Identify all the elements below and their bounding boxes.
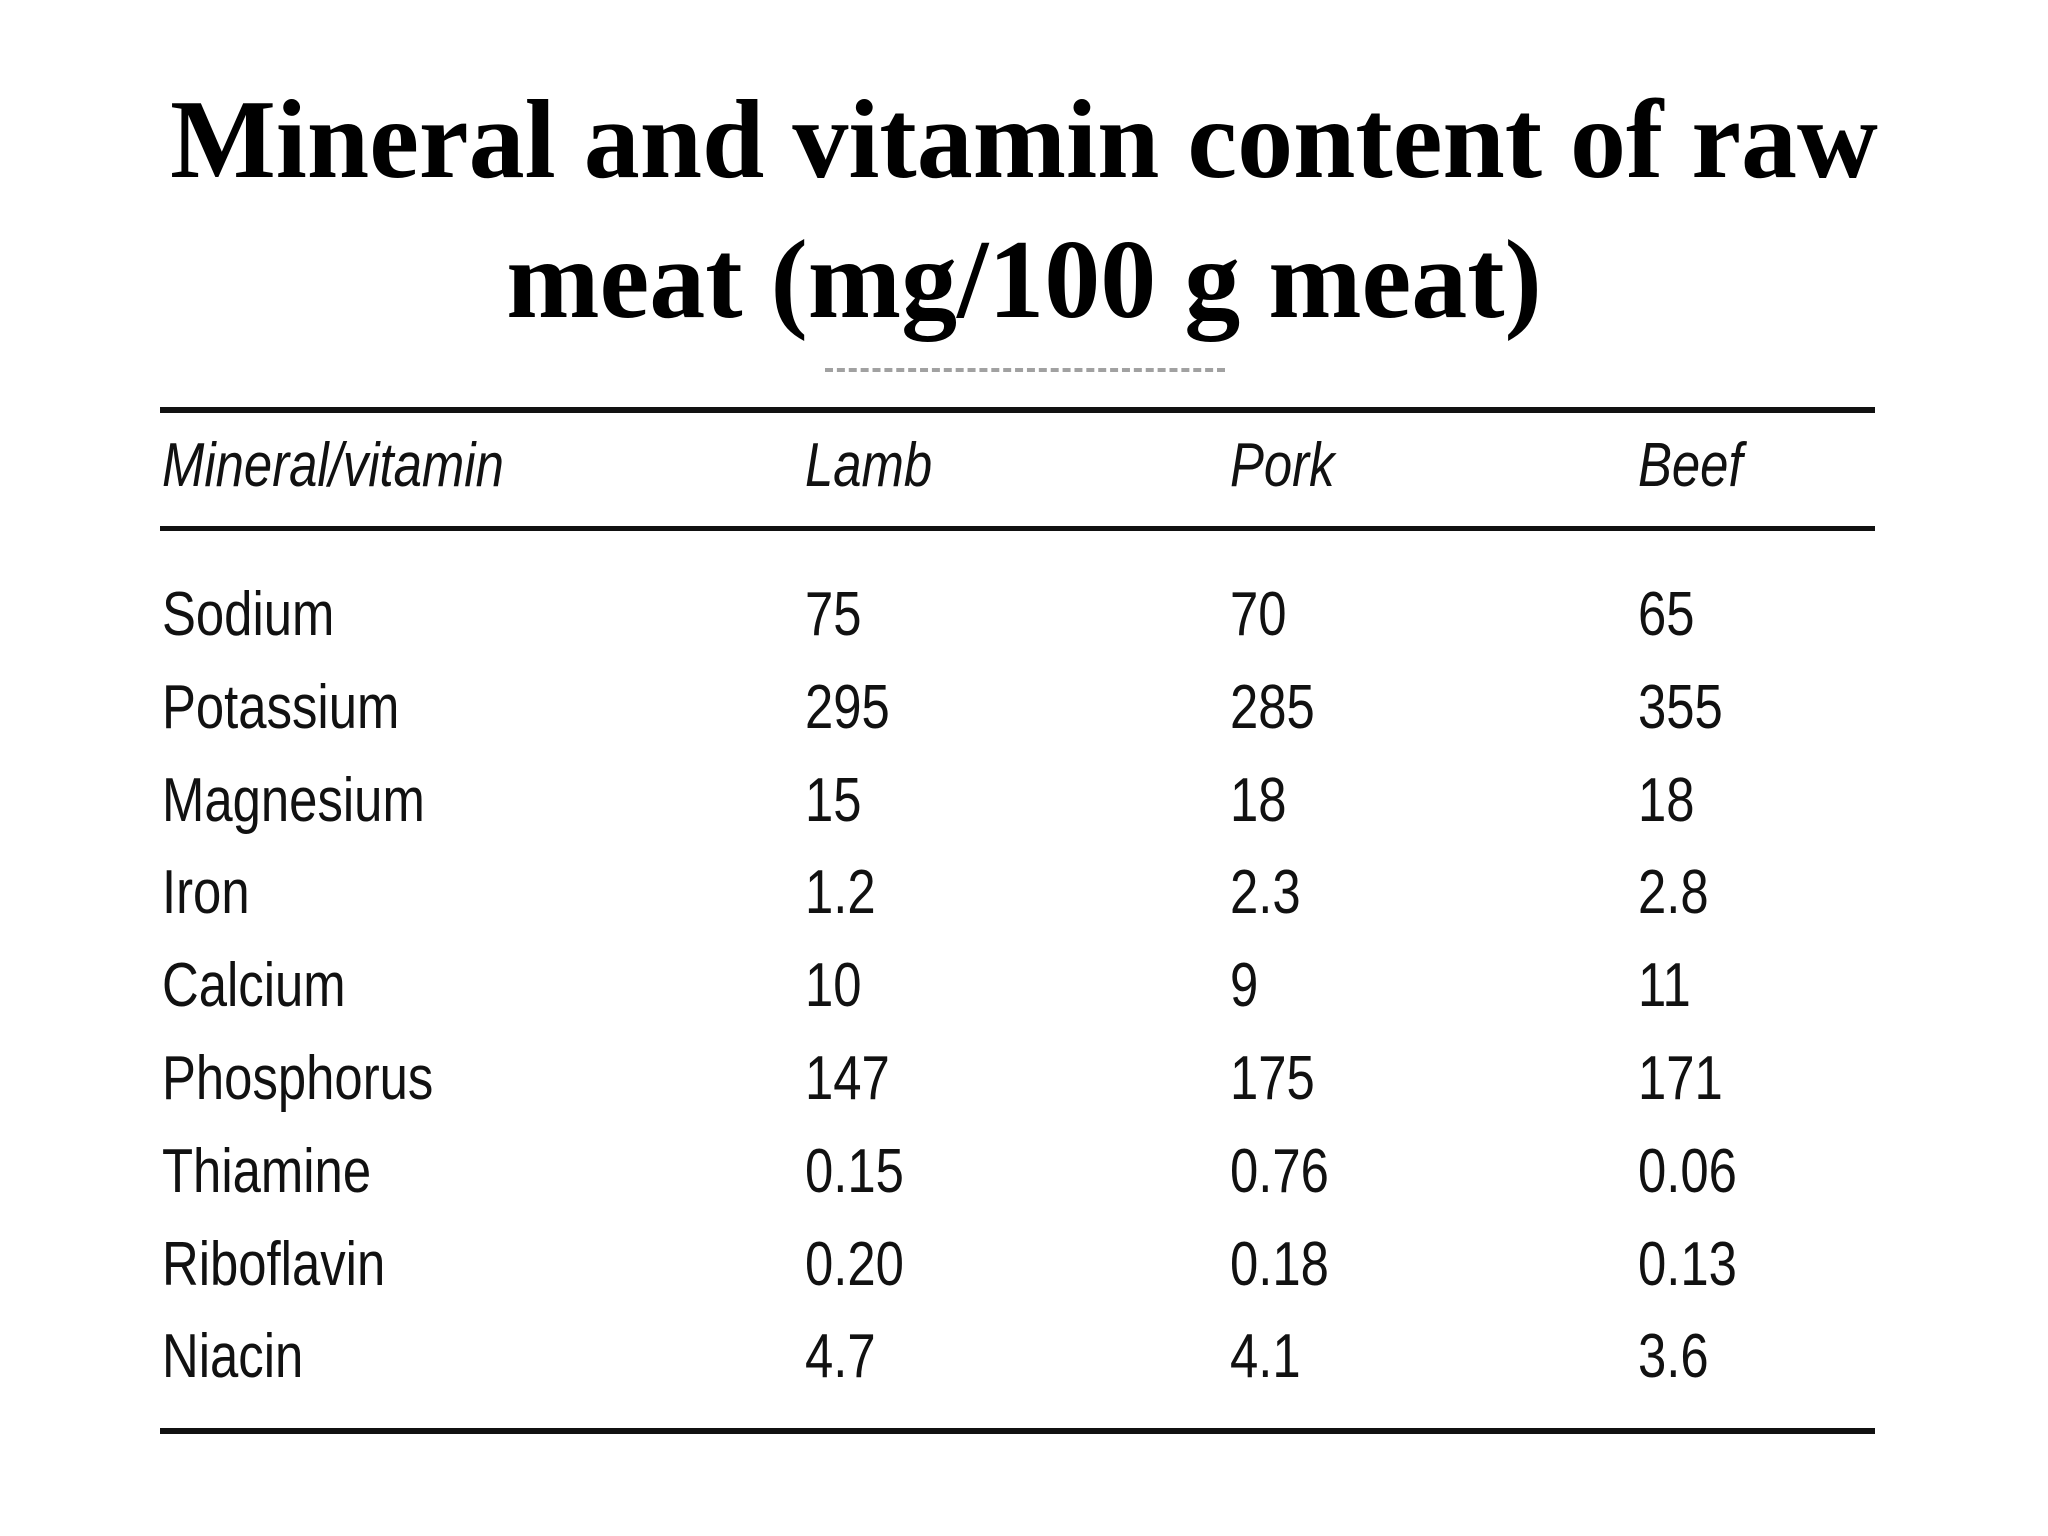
slide-title-line-2: meat (mg/100 g meat): [506, 218, 1542, 342]
nutrient-table: Mineral/vitamin Lamb Pork Beef Sodium 75…: [160, 368, 1875, 1455]
table-row: Niacin 4.7 4.1 3.6: [160, 1322, 1875, 1414]
header-mineral-vitamin: Mineral/vitamin: [162, 431, 504, 500]
table-row: Iron 1.2 2.3 2.8: [160, 858, 1875, 950]
beef-value: 3.6: [1638, 1322, 1709, 1391]
pork-value: 2.3: [1230, 858, 1301, 927]
scan-artifact-line: [825, 368, 1225, 380]
slide-title: Mineral and vitamin content of raw meat …: [0, 70, 2048, 350]
header-pork: Pork: [1230, 431, 1335, 500]
beef-value: 0.13: [1638, 1230, 1737, 1299]
row-label: Calcium: [162, 951, 346, 1020]
lamb-value: 15: [805, 766, 862, 835]
beef-value: 65: [1638, 580, 1695, 649]
beef-value: 2.8: [1638, 858, 1709, 927]
header-lamb: Lamb: [805, 431, 933, 500]
beef-value: 355: [1638, 673, 1723, 742]
lamb-value: 0.15: [805, 1137, 904, 1206]
lamb-value: 147: [805, 1044, 890, 1113]
pork-value: 285: [1230, 673, 1315, 742]
pork-value: 9: [1230, 951, 1259, 1020]
lamb-value: 0.20: [805, 1230, 904, 1299]
row-label: Phosphorus: [162, 1044, 434, 1113]
table-row: Calcium 10 9 11: [160, 951, 1875, 1043]
pork-value: 0.18: [1230, 1230, 1329, 1299]
beef-value: 0.06: [1638, 1137, 1737, 1206]
table-top-rule: [160, 407, 1875, 413]
pork-value: 0.76: [1230, 1137, 1329, 1206]
row-label: Iron: [162, 858, 250, 927]
pork-value: 70: [1230, 580, 1287, 649]
slide-title-line-1: Mineral and vitamin content of raw: [170, 78, 1878, 202]
table-row: Thiamine 0.15 0.76 0.06: [160, 1137, 1875, 1229]
row-label: Thiamine: [162, 1137, 372, 1206]
table-row: Potassium 295 285 355: [160, 673, 1875, 765]
header-beef: Beef: [1638, 431, 1743, 500]
row-label: Potassium: [162, 673, 400, 742]
row-label: Riboflavin: [162, 1230, 386, 1299]
row-label: Niacin: [162, 1322, 304, 1391]
table-row: Riboflavin 0.20 0.18 0.13: [160, 1230, 1875, 1322]
pork-value: 4.1: [1230, 1322, 1301, 1391]
table-row: Sodium 75 70 65: [160, 580, 1875, 672]
table-row: Magnesium 15 18 18: [160, 766, 1875, 858]
table-header-rule: [160, 526, 1875, 531]
lamb-value: 10: [805, 951, 862, 1020]
beef-value: 18: [1638, 766, 1695, 835]
beef-value: 11: [1638, 951, 1691, 1020]
lamb-value: 295: [805, 673, 890, 742]
lamb-value: 4.7: [805, 1322, 876, 1391]
lamb-value: 75: [805, 580, 862, 649]
pork-value: 18: [1230, 766, 1287, 835]
lamb-value: 1.2: [805, 858, 876, 927]
pork-value: 175: [1230, 1044, 1315, 1113]
table-row: Phosphorus 147 175 171: [160, 1044, 1875, 1136]
row-label: Sodium: [162, 580, 335, 649]
beef-value: 171: [1638, 1044, 1723, 1113]
table-bottom-rule: [160, 1428, 1875, 1434]
row-label: Magnesium: [162, 766, 425, 835]
